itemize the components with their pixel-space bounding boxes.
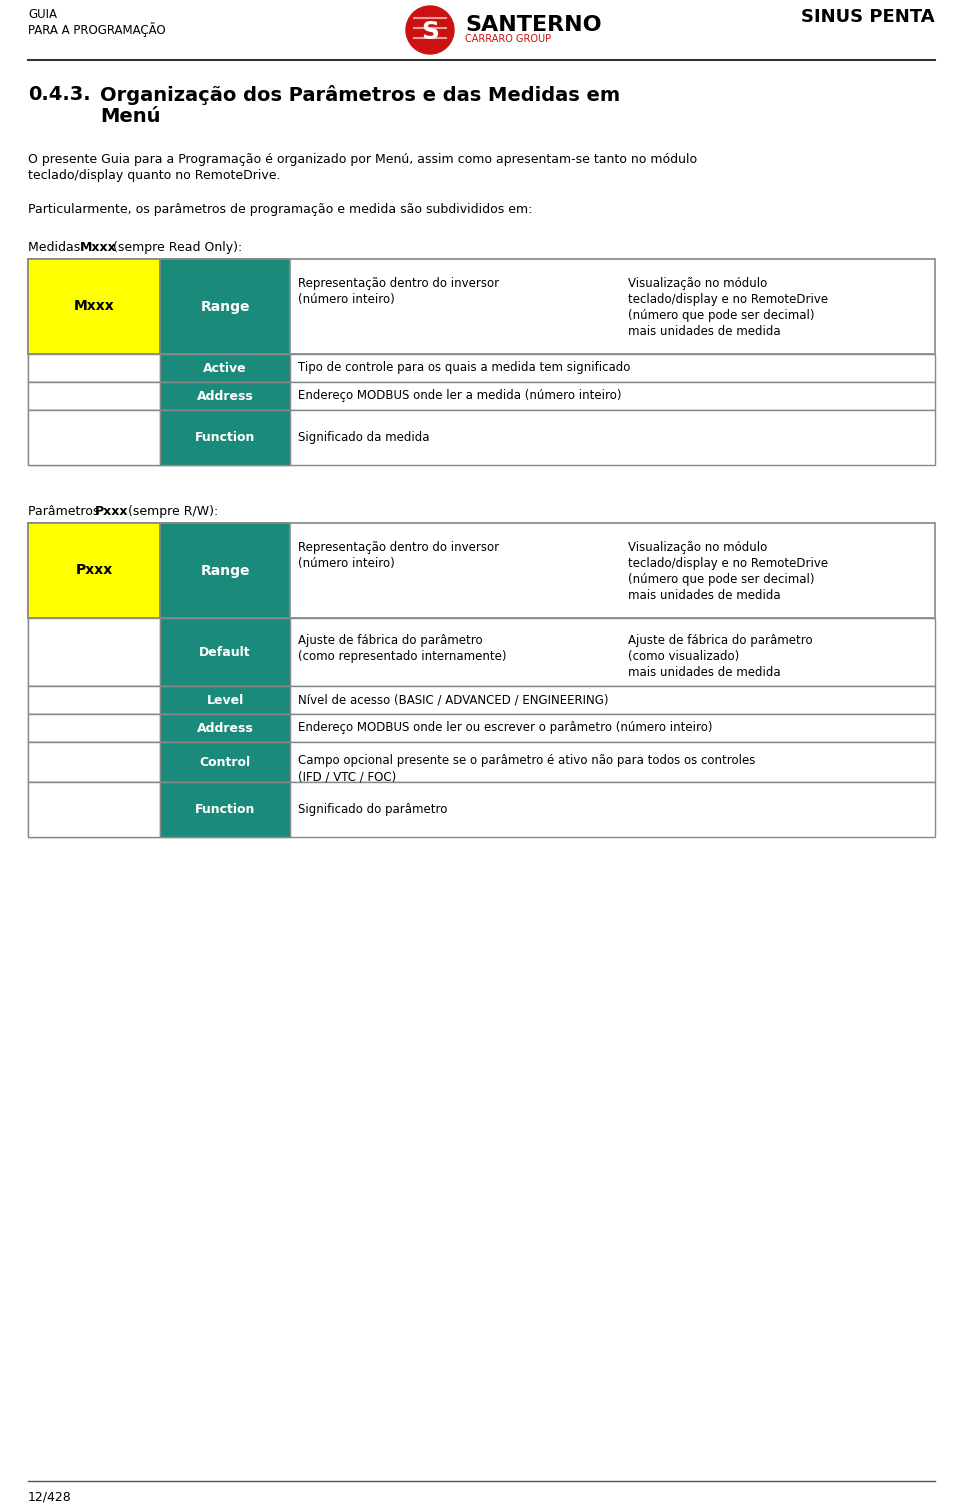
Bar — [28, 687, 160, 714]
Text: (sempre R/W):: (sempre R/W): — [124, 506, 218, 518]
Text: mais unidades de medida: mais unidades de medida — [628, 324, 780, 338]
Text: 12/428: 12/428 — [28, 1491, 72, 1504]
Text: SANTERNO: SANTERNO — [465, 15, 602, 35]
Text: Tipo de controle para os quais a medida tem significado: Tipo de controle para os quais a medida … — [298, 362, 631, 374]
Bar — [28, 260, 160, 355]
Bar — [28, 782, 935, 837]
Text: Campo opcional presente se o parâmetro é ativo não para todos os controles: Campo opcional presente se o parâmetro é… — [298, 754, 756, 767]
Bar — [28, 524, 160, 619]
Bar — [160, 355, 290, 382]
Text: (número que pode ser decimal): (número que pode ser decimal) — [628, 309, 814, 321]
Text: mais unidades de medida: mais unidades de medida — [628, 665, 780, 679]
Text: Parâmetros: Parâmetros — [28, 506, 104, 518]
Text: (como visualizado): (como visualizado) — [628, 650, 739, 662]
Text: (como representado internamente): (como representado internamente) — [298, 650, 507, 662]
Bar — [160, 742, 290, 782]
Text: SINUS PENTA: SINUS PENTA — [802, 8, 935, 26]
Text: Control: Control — [200, 756, 251, 768]
Text: Visualização no módulo: Visualização no módulo — [628, 542, 767, 554]
Text: 0.4.3.: 0.4.3. — [28, 85, 90, 104]
Bar — [28, 619, 160, 687]
Text: teclado/display quanto no RemoteDrive.: teclado/display quanto no RemoteDrive. — [28, 169, 280, 183]
Text: Medidas: Medidas — [28, 241, 84, 254]
Bar — [160, 619, 290, 687]
Text: O presente Guia para a Programação é organizado por Menú, assim como apresentam-: O presente Guia para a Programação é org… — [28, 152, 697, 166]
Bar — [160, 524, 290, 619]
Text: teclado/display e no RemoteDrive: teclado/display e no RemoteDrive — [628, 557, 828, 570]
Bar — [28, 382, 935, 410]
Bar — [160, 382, 290, 410]
Text: Organização dos Parâmetros e das Medidas em: Organização dos Parâmetros e das Medidas… — [100, 85, 620, 106]
Bar — [28, 714, 935, 742]
Bar — [28, 742, 935, 782]
Text: (número que pode ser decimal): (número que pode ser decimal) — [628, 573, 814, 585]
Bar — [28, 355, 935, 382]
Text: Range: Range — [201, 299, 250, 314]
Text: PARA A PROGRAMAÇÃO: PARA A PROGRAMAÇÃO — [28, 23, 166, 36]
Bar — [28, 410, 935, 465]
Bar — [28, 742, 160, 782]
Bar — [28, 260, 935, 355]
Text: Function: Function — [195, 803, 255, 816]
Bar — [28, 619, 935, 687]
Bar — [160, 260, 290, 355]
Text: Level: Level — [206, 694, 244, 706]
Bar — [28, 782, 160, 837]
Text: Range: Range — [201, 563, 250, 578]
Text: Address: Address — [197, 389, 253, 403]
Text: Representação dentro do inversor: Representação dentro do inversor — [298, 542, 499, 554]
Bar — [160, 687, 290, 714]
Text: Mxxx: Mxxx — [74, 299, 114, 314]
Bar — [160, 714, 290, 742]
Text: GUIA: GUIA — [28, 8, 57, 21]
Text: Ajuste de fábrica do parâmetro: Ajuste de fábrica do parâmetro — [628, 634, 812, 647]
Bar — [28, 524, 935, 619]
Text: Endereço MODBUS onde ler a medida (número inteiro): Endereço MODBUS onde ler a medida (númer… — [298, 389, 621, 403]
Text: Ajuste de fábrica do parâmetro: Ajuste de fábrica do parâmetro — [298, 634, 483, 647]
Text: Pxxx: Pxxx — [95, 506, 129, 518]
Text: Mxxx: Mxxx — [80, 241, 117, 254]
Circle shape — [406, 6, 454, 54]
Text: Visualização no módulo: Visualização no módulo — [628, 278, 767, 290]
Text: Menú: Menú — [100, 107, 160, 125]
Text: Significado da medida: Significado da medida — [298, 432, 429, 444]
Text: teclado/display e no RemoteDrive: teclado/display e no RemoteDrive — [628, 293, 828, 306]
Bar — [28, 355, 160, 382]
Text: Significado do parâmetro: Significado do parâmetro — [298, 803, 447, 816]
Bar — [28, 714, 160, 742]
Bar — [28, 382, 160, 410]
Text: (IFD / VTC / FOC): (IFD / VTC / FOC) — [298, 770, 396, 783]
Bar — [160, 410, 290, 465]
Bar — [160, 782, 290, 837]
Text: Active: Active — [204, 362, 247, 374]
Text: Endereço MODBUS onde ler ou escrever o parâmetro (número inteiro): Endereço MODBUS onde ler ou escrever o p… — [298, 721, 712, 735]
Bar — [28, 687, 935, 714]
Text: Particularmente, os parâmetros de programação e medida são subdivididos em:: Particularmente, os parâmetros de progra… — [28, 204, 533, 216]
Text: Address: Address — [197, 721, 253, 735]
Text: (número inteiro): (número inteiro) — [298, 293, 395, 306]
Text: (número inteiro): (número inteiro) — [298, 557, 395, 570]
Bar — [28, 410, 160, 465]
Text: S: S — [421, 20, 439, 44]
Text: Function: Function — [195, 432, 255, 444]
Text: mais unidades de medida: mais unidades de medida — [628, 589, 780, 602]
Text: (sempre Read Only):: (sempre Read Only): — [109, 241, 242, 254]
Text: Representação dentro do inversor: Representação dentro do inversor — [298, 278, 499, 290]
Text: CARRARO GROUP: CARRARO GROUP — [465, 35, 551, 44]
Text: Pxxx: Pxxx — [76, 563, 112, 578]
Text: Default: Default — [199, 646, 251, 658]
Text: Nível de acesso (BASIC / ADVANCED / ENGINEERING): Nível de acesso (BASIC / ADVANCED / ENGI… — [298, 694, 609, 706]
